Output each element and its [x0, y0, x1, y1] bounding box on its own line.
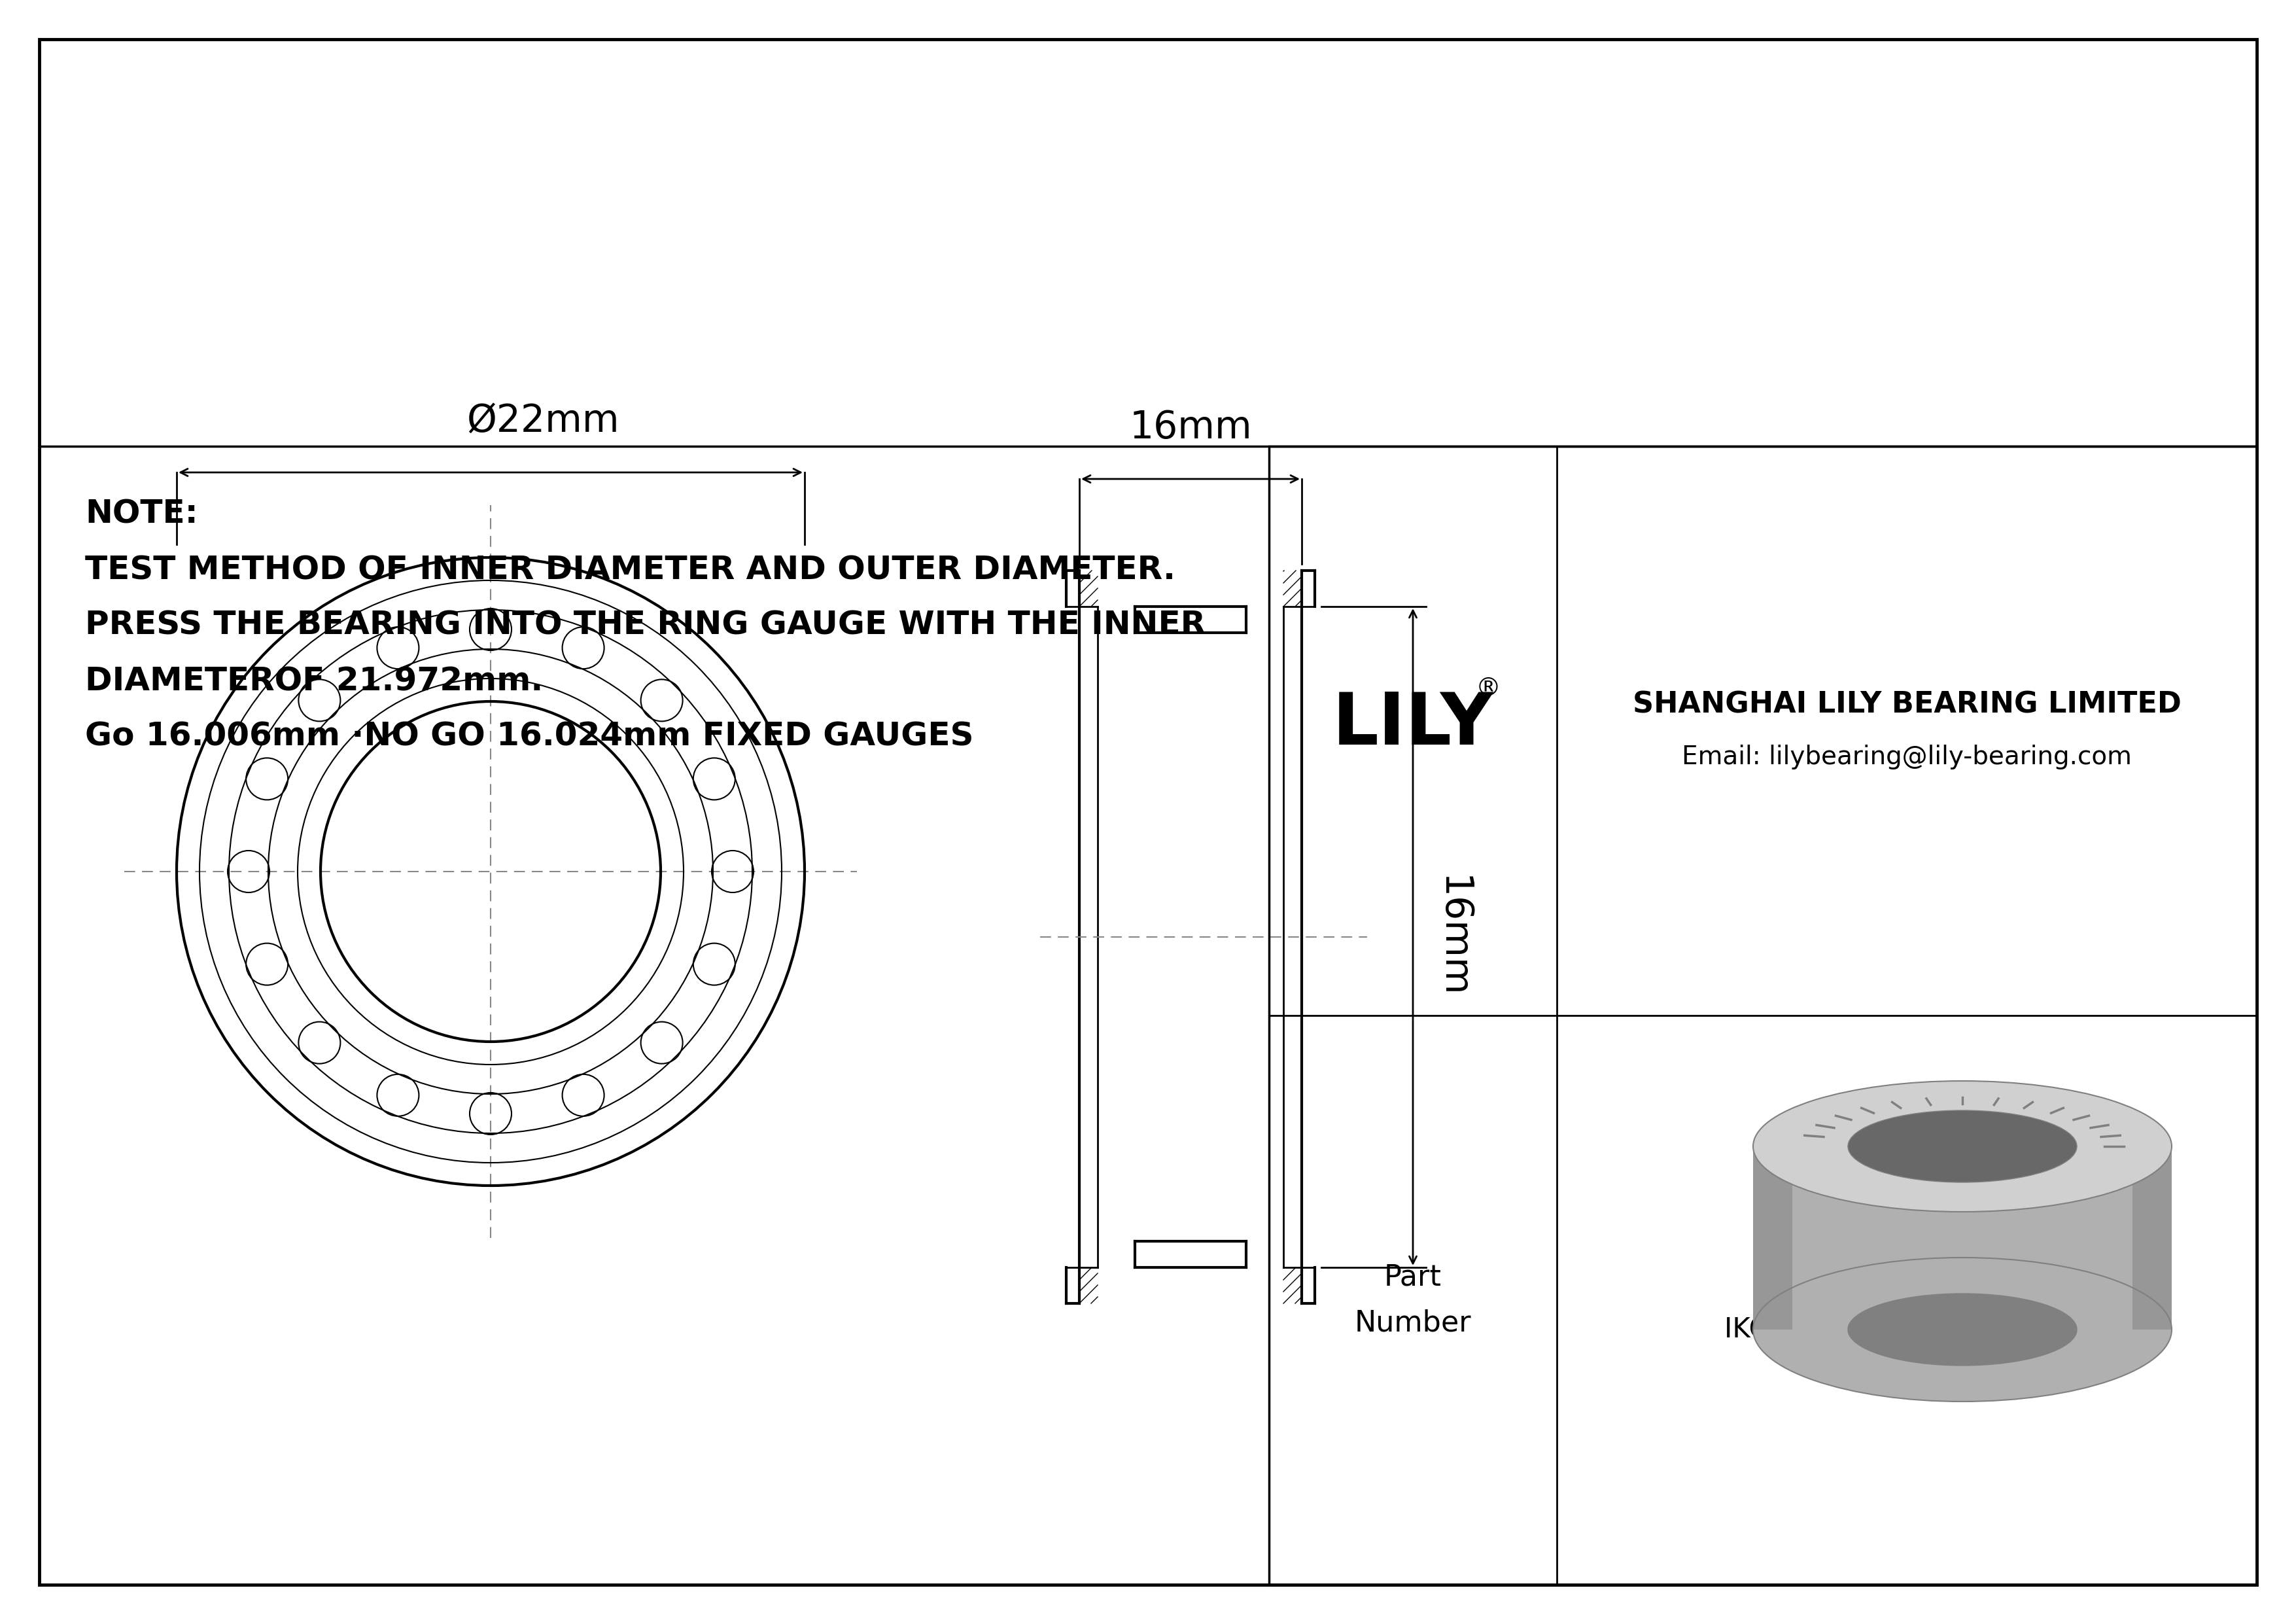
- Text: 16mm: 16mm: [1130, 409, 1251, 447]
- Ellipse shape: [1848, 1294, 2078, 1366]
- Text: Part
Number: Part Number: [1355, 1263, 1472, 1337]
- Text: Go 16.006mm ·NO GO 16.024mm FIXED GAUGES: Go 16.006mm ·NO GO 16.024mm FIXED GAUGES: [85, 721, 974, 752]
- Text: TEST METHOD OF INNER DIAMETER AND OUTER DIAMETER.: TEST METHOD OF INNER DIAMETER AND OUTER …: [85, 554, 1176, 586]
- Text: IKO Needle Roller Bearings: IKO Needle Roller Bearings: [1724, 1315, 2089, 1343]
- Text: SHANGHAI LILY BEARING LIMITED: SHANGHAI LILY BEARING LIMITED: [1632, 690, 2181, 719]
- Bar: [1270, 447, 2257, 1585]
- Text: TLAM1616: TLAM1616: [1784, 1250, 2030, 1291]
- Text: ®: ®: [1476, 676, 1502, 702]
- Text: LILY: LILY: [1332, 689, 1492, 760]
- Ellipse shape: [1754, 1257, 2172, 1402]
- Ellipse shape: [1848, 1111, 2078, 1182]
- Polygon shape: [2133, 1147, 2172, 1330]
- Text: 16mm: 16mm: [1433, 875, 1472, 999]
- Polygon shape: [1754, 1147, 1793, 1330]
- Text: DIAMETEROF 21.972mm.: DIAMETEROF 21.972mm.: [85, 666, 544, 697]
- Text: Ø22mm: Ø22mm: [466, 403, 620, 440]
- Polygon shape: [1754, 1147, 2172, 1330]
- Ellipse shape: [1754, 1082, 2172, 1212]
- Text: Email: lilybearing@lily-bearing.com: Email: lilybearing@lily-bearing.com: [1681, 745, 2131, 770]
- Text: NOTE:: NOTE:: [85, 499, 197, 529]
- Text: PRESS THE BEARING INTO THE RING GAUGE WITH THE INNER: PRESS THE BEARING INTO THE RING GAUGE WI…: [85, 611, 1205, 641]
